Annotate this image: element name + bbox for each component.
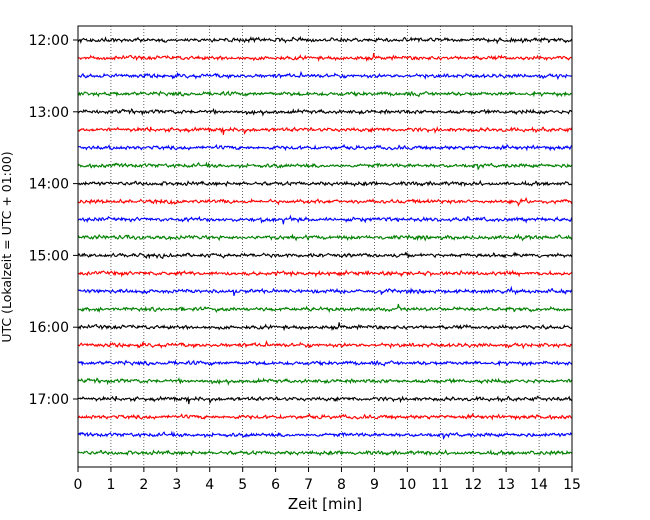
trace-row [77,143,573,152]
y-tick-label: 15:00 [29,248,69,264]
x-tick-label: 4 [205,477,214,493]
x-tick-label: 12 [464,477,482,493]
trace-row [77,395,573,405]
y-axis-label: UTC (Lokalzeit = UTC + 01:00) [0,151,14,342]
trace-row [77,196,573,207]
trace-row [77,214,573,225]
trace-row [77,179,573,188]
trace-row [77,339,573,350]
trace-row [77,430,573,440]
x-tick-label: 14 [530,477,548,493]
axis-ticks: 0 1 2 3 4 5 6 7 8 9 10 11 12 13 14 1512:0013:0014:0015:… [29,33,581,493]
y-tick-label: 14:00 [29,177,69,193]
trace-row [77,377,573,386]
x-tick-label: 2 [139,477,148,493]
y-tick-label: 12:00 [29,33,69,49]
y-tick-label: 13:00 [29,105,69,121]
trace-row [77,269,573,278]
trace-row [77,161,573,171]
x-axis-label: Zeit [min] [288,495,362,513]
plot-frame [77,25,573,468]
x-tick-label: 10 [398,477,416,493]
trace-row [77,322,573,332]
trace-row [77,303,573,314]
trace-row [77,126,573,135]
x-tick-label: 5 [238,477,247,493]
trace-row [77,251,573,260]
x-tick-label: 9 [370,477,379,493]
trace-row [77,413,573,421]
x-tick-label: 7 [304,477,313,493]
trace-row [77,35,573,45]
x-tick-label: 8 [337,477,346,493]
trace-row [77,359,573,367]
x-tick-label: 13 [497,477,515,493]
trace-row [77,52,573,62]
y-tick-label: 16:00 [29,320,69,336]
y-tick-label: 17:00 [29,392,69,408]
trace-row [77,70,573,81]
trace-row [77,107,573,117]
trace-row [77,448,573,457]
x-tick-label: 3 [172,477,181,493]
x-tick-label: 0 [74,477,83,493]
trace-row [77,233,573,242]
trace-row [77,285,573,296]
x-tick-label: 15 [563,477,581,493]
x-tick-label: 6 [271,477,280,493]
x-tick-label: 11 [431,477,449,493]
seismic-traces [77,35,573,457]
trace-row [77,89,573,98]
x-tick-label: 1 [106,477,115,493]
